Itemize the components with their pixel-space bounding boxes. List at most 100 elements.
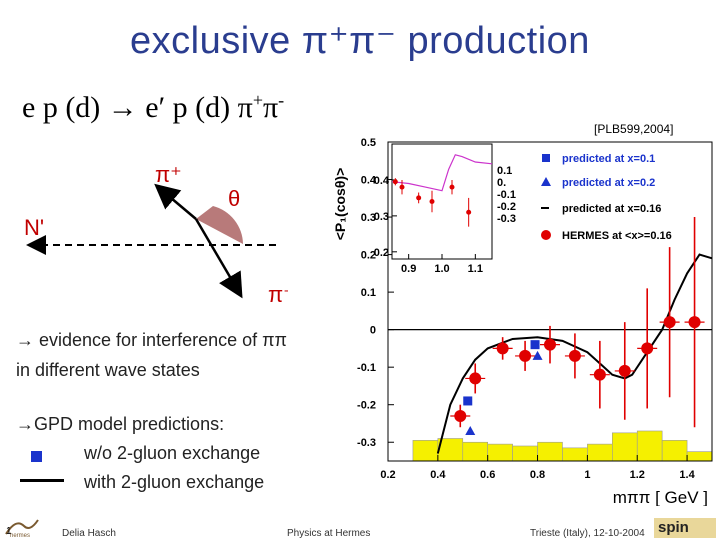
plot-area: 0.50.40.30.20.10-0.1-0.2-0.30.2 0.4 0.6 0.8… [332,137,713,506]
without-gluon-marker [31,451,42,462]
inset-point [449,184,455,190]
histogram-bar [562,447,588,462]
hermes-point [496,342,509,355]
histogram-bar [462,441,488,462]
x-axis-label: mππ [ GeV ] [613,488,708,506]
x-tick-label: 1.4 [679,469,695,481]
y-tick-label: 0.1 [361,287,376,299]
hermes-point [641,342,654,355]
y-tick-label: 0.3 [361,212,376,224]
without-gluon-label: w/o 2-gluon exchange [84,443,261,463]
inset-plot: 0.4 0.3 0.2 0.9 1.0 1.1 [374,143,493,275]
reaction-minus: - [278,90,285,110]
histogram-bar [537,441,563,462]
pi-plus-label: π⁺ [155,162,182,187]
predicted-x02-triangle [532,350,543,360]
y-tick-label: 0.5 [361,137,376,149]
spin-logo: spin [654,518,716,538]
x-tick-label: 1 [584,469,590,481]
legend-entry: HERMES at <x>=0.16 [562,230,672,242]
hermes-point [688,316,701,329]
n-prime-label: N' [24,215,44,240]
histogram-bar [686,451,713,462]
y-tick-label: -0.1 [357,362,376,374]
inset-point [429,199,435,204]
histogram-bar [587,443,613,462]
x-tick-label: 0.2 [380,469,395,481]
inset-scale-label: -0.1 [497,189,516,201]
pi-minus-label: π⁻ [268,282,288,305]
reaction-main: e p (d) → e′ p (d) π [22,91,253,124]
page-title: exclusive π⁺π⁻ production [130,20,590,62]
reaction-pi2: π [262,91,279,124]
y-tick-label: 0 [370,325,376,337]
inset-x-tick-label: 0.9 [401,263,416,275]
interference-bullet-line1: → evidence for interference of ππ [16,330,287,350]
inset-point [416,195,422,201]
kinematic-diagram: π⁺ π⁻ θ N' [24,162,288,305]
inset-point [466,209,472,215]
plot-frame [387,141,713,462]
histogram-bar [661,440,688,462]
reaction-plus: + [252,90,263,110]
footer-venue: Trieste (Italy), 12-10-2004 [530,528,645,539]
footer-talk: Physics at Hermes [287,528,371,539]
inset-frame [391,143,493,260]
reference-label: [PLB599,2004] [594,122,674,136]
y-tick-label: -0.2 [357,400,376,412]
x-tick-label: 0.8 [530,469,545,481]
p1-cos-theta-chart: 0.50.40.30.20.10-0.1-0.2-0.30.2 0.4 0.6 0.8… [332,137,713,506]
theta-label: θ [228,186,240,211]
hermes-point [469,372,482,385]
reaction-formula: e p (d) → e′ p (d) π+π- [22,90,284,125]
theta-wedge [196,206,243,244]
with-gluon-line [20,479,64,482]
histogram-bar [487,443,513,462]
x-tick-label: 1.2 [630,469,645,481]
x-tick-label: 0.6 [480,469,495,481]
hermes-point [519,349,532,362]
hermes-point [663,316,676,329]
legend-marker-circle [541,230,551,240]
y-tick-label: 0.4 [361,175,377,187]
hermes-point [454,409,467,422]
histogram-bar [412,440,439,462]
histogram-bar [512,445,538,462]
hermes-logo: hermes [2,516,42,539]
predicted-x01-square [530,340,540,350]
inset-scale-label: -0.3 [497,213,516,225]
legend-entry: predicted at x=0.16 [562,203,661,215]
histogram-bar [612,432,638,462]
chart-legend: 0.10.-0.1-0.2-0.3 predicted at x=0.1 predi… [497,153,672,242]
interference-bullet-line2: in different wave states [16,360,200,380]
inset-y-tick-label: 0.3 [374,211,389,223]
with-gluon-label: with 2-gluon exchange [84,472,265,492]
inset-y-tick-label: 0.4 [374,175,390,187]
hermes-point [593,368,606,381]
inset-scale-label: 0.1 [497,165,512,177]
pi-minus-track [194,218,243,299]
legend-entry: predicted at x=0.1 [562,153,655,165]
inset-scale-label: -0.2 [497,201,516,213]
legend-entry: predicted at x=0.2 [562,177,655,189]
inset-scale-label: 0. [497,177,506,189]
y-tick-label: -0.3 [357,437,376,449]
page-number: 1 [6,526,12,537]
hermes-point [618,364,631,377]
hermes-point [544,338,556,351]
legend-marker-triangle [541,177,551,186]
inset-point [399,184,405,190]
svg-text:hermes: hermes [10,533,30,538]
inset-x-tick-label: 1.0 [434,263,449,275]
inset-point [392,179,398,185]
inset-curve [391,154,493,192]
predicted-x01-square [463,396,473,406]
legend-marker-square [542,154,550,162]
pi-plus-track [154,183,197,220]
y-tick-label: 0.2 [361,250,376,262]
y-axis-label: <P₁(cosθ)> [332,168,348,241]
footer-author: Delia Hasch [62,528,116,539]
histogram-bar [636,430,663,462]
hermes-point [568,349,581,362]
predicted-x02-triangle [465,425,476,435]
